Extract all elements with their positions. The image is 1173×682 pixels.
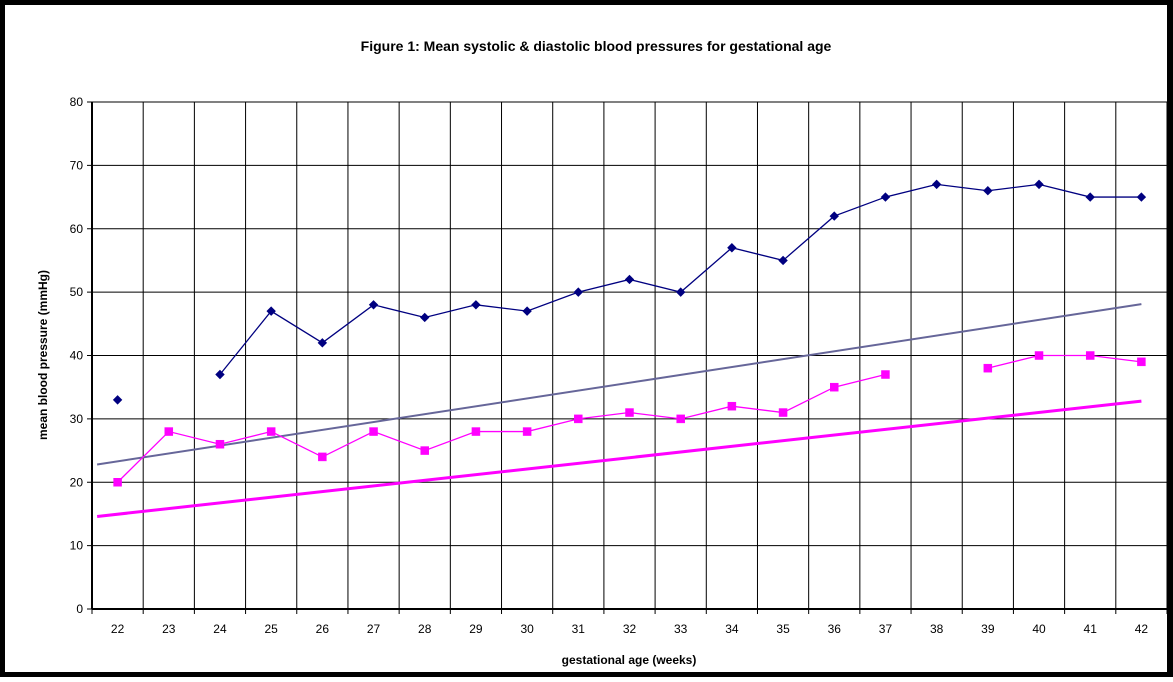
x-tick-label: 34 bbox=[725, 622, 739, 636]
data-point-square bbox=[1085, 351, 1095, 360]
data-point-square bbox=[369, 427, 378, 436]
data-point-diamond bbox=[1085, 192, 1095, 202]
x-tick-label: 31 bbox=[572, 622, 586, 636]
trend-line bbox=[96, 399, 1142, 518]
data-point-diamond bbox=[368, 300, 379, 310]
data-point-diamond bbox=[727, 243, 737, 253]
series-line bbox=[987, 354, 1142, 369]
tick-labels: 0 10 20 30 40 50 60 70 80 22 23 24 25 26 27 28 29 30 31 32 3… bbox=[70, 95, 1149, 636]
data-point-diamond bbox=[522, 306, 532, 316]
data-point-square bbox=[113, 478, 122, 487]
data-point-diamond bbox=[420, 312, 430, 323]
x-axis-label: gestational age (weeks) bbox=[562, 653, 697, 667]
x-tick-label: 42 bbox=[1135, 622, 1149, 636]
y-axis-label: mean blood pressure (mmHg) bbox=[36, 270, 50, 440]
y-tick-label: 30 bbox=[70, 412, 84, 426]
x-tick-label: 40 bbox=[1032, 622, 1046, 636]
series-group bbox=[113, 351, 1146, 487]
data-point-square bbox=[676, 414, 685, 424]
x-tick-label: 25 bbox=[264, 622, 278, 636]
data-point-diamond bbox=[931, 179, 942, 190]
data-point-square bbox=[318, 452, 327, 462]
data-point-diamond bbox=[1136, 192, 1147, 202]
data-point-square bbox=[164, 427, 174, 436]
y-tick-label: 20 bbox=[70, 475, 84, 489]
data-point-square bbox=[778, 408, 788, 417]
data-point-diamond bbox=[1034, 179, 1044, 190]
series-line bbox=[117, 373, 886, 483]
data-point-square bbox=[1034, 351, 1044, 360]
x-tick-label: 39 bbox=[981, 622, 995, 636]
data-point-square bbox=[215, 439, 225, 449]
x-tick-label: 28 bbox=[418, 622, 432, 636]
x-tick-label: 37 bbox=[879, 622, 893, 636]
data-point-square bbox=[625, 408, 634, 417]
x-tick-label: 36 bbox=[828, 622, 842, 636]
data-point-diamond bbox=[112, 395, 123, 405]
data-point-square bbox=[983, 363, 993, 373]
data-point-square bbox=[1137, 357, 1146, 367]
axes bbox=[87, 101, 1168, 614]
x-tick-label: 22 bbox=[111, 622, 125, 636]
x-tick-label: 32 bbox=[623, 622, 637, 636]
data-point-square bbox=[881, 370, 890, 379]
data-point-square bbox=[727, 401, 737, 411]
data-point-diamond bbox=[778, 255, 788, 266]
y-tick-label: 50 bbox=[70, 285, 84, 299]
x-tick-label: 41 bbox=[1084, 622, 1098, 636]
y-tick-label: 0 bbox=[76, 602, 83, 616]
chart-svg: Figure 1: Mean systolic & diastolic bloo… bbox=[36, 38, 1168, 667]
x-tick-label: 24 bbox=[213, 622, 227, 636]
y-tick-label: 10 bbox=[70, 539, 84, 553]
data-point-diamond bbox=[317, 338, 328, 348]
y-tick-label: 70 bbox=[70, 158, 84, 172]
data-point-diamond bbox=[215, 369, 225, 380]
data-point-diamond bbox=[573, 287, 584, 297]
x-tick-label: 23 bbox=[162, 622, 176, 636]
data-point-square bbox=[266, 427, 276, 436]
chart-title: Figure 1: Mean systolic & diastolic bloo… bbox=[361, 38, 832, 54]
x-tick-label: 38 bbox=[930, 622, 944, 636]
x-tick-label: 30 bbox=[520, 622, 534, 636]
data-point-square bbox=[830, 382, 839, 392]
data-point-square bbox=[522, 427, 532, 436]
y-tick-label: 60 bbox=[70, 222, 84, 236]
data-point-diamond bbox=[829, 211, 839, 221]
x-tick-label: 29 bbox=[469, 622, 483, 636]
data-point-square bbox=[420, 446, 429, 455]
data-point-diamond bbox=[983, 186, 993, 196]
series bbox=[112, 179, 1147, 487]
data-point-diamond bbox=[266, 306, 276, 316]
x-tick-label: 35 bbox=[776, 622, 790, 636]
trend-lines bbox=[96, 303, 1142, 518]
series-group bbox=[112, 179, 1147, 405]
y-tick-label: 40 bbox=[70, 349, 84, 363]
data-point-diamond bbox=[624, 274, 635, 285]
series-line bbox=[219, 183, 1142, 375]
data-point-diamond bbox=[471, 300, 481, 310]
data-point-diamond bbox=[675, 287, 686, 297]
data-point-square bbox=[574, 414, 583, 424]
trend-line bbox=[96, 303, 1142, 466]
data-point-square bbox=[471, 427, 481, 436]
data-point-diamond bbox=[880, 192, 891, 202]
x-tick-label: 26 bbox=[316, 622, 330, 636]
x-tick-label: 33 bbox=[674, 622, 688, 636]
x-tick-label: 27 bbox=[367, 622, 381, 636]
y-tick-label: 80 bbox=[70, 95, 84, 109]
grid bbox=[92, 101, 1168, 609]
